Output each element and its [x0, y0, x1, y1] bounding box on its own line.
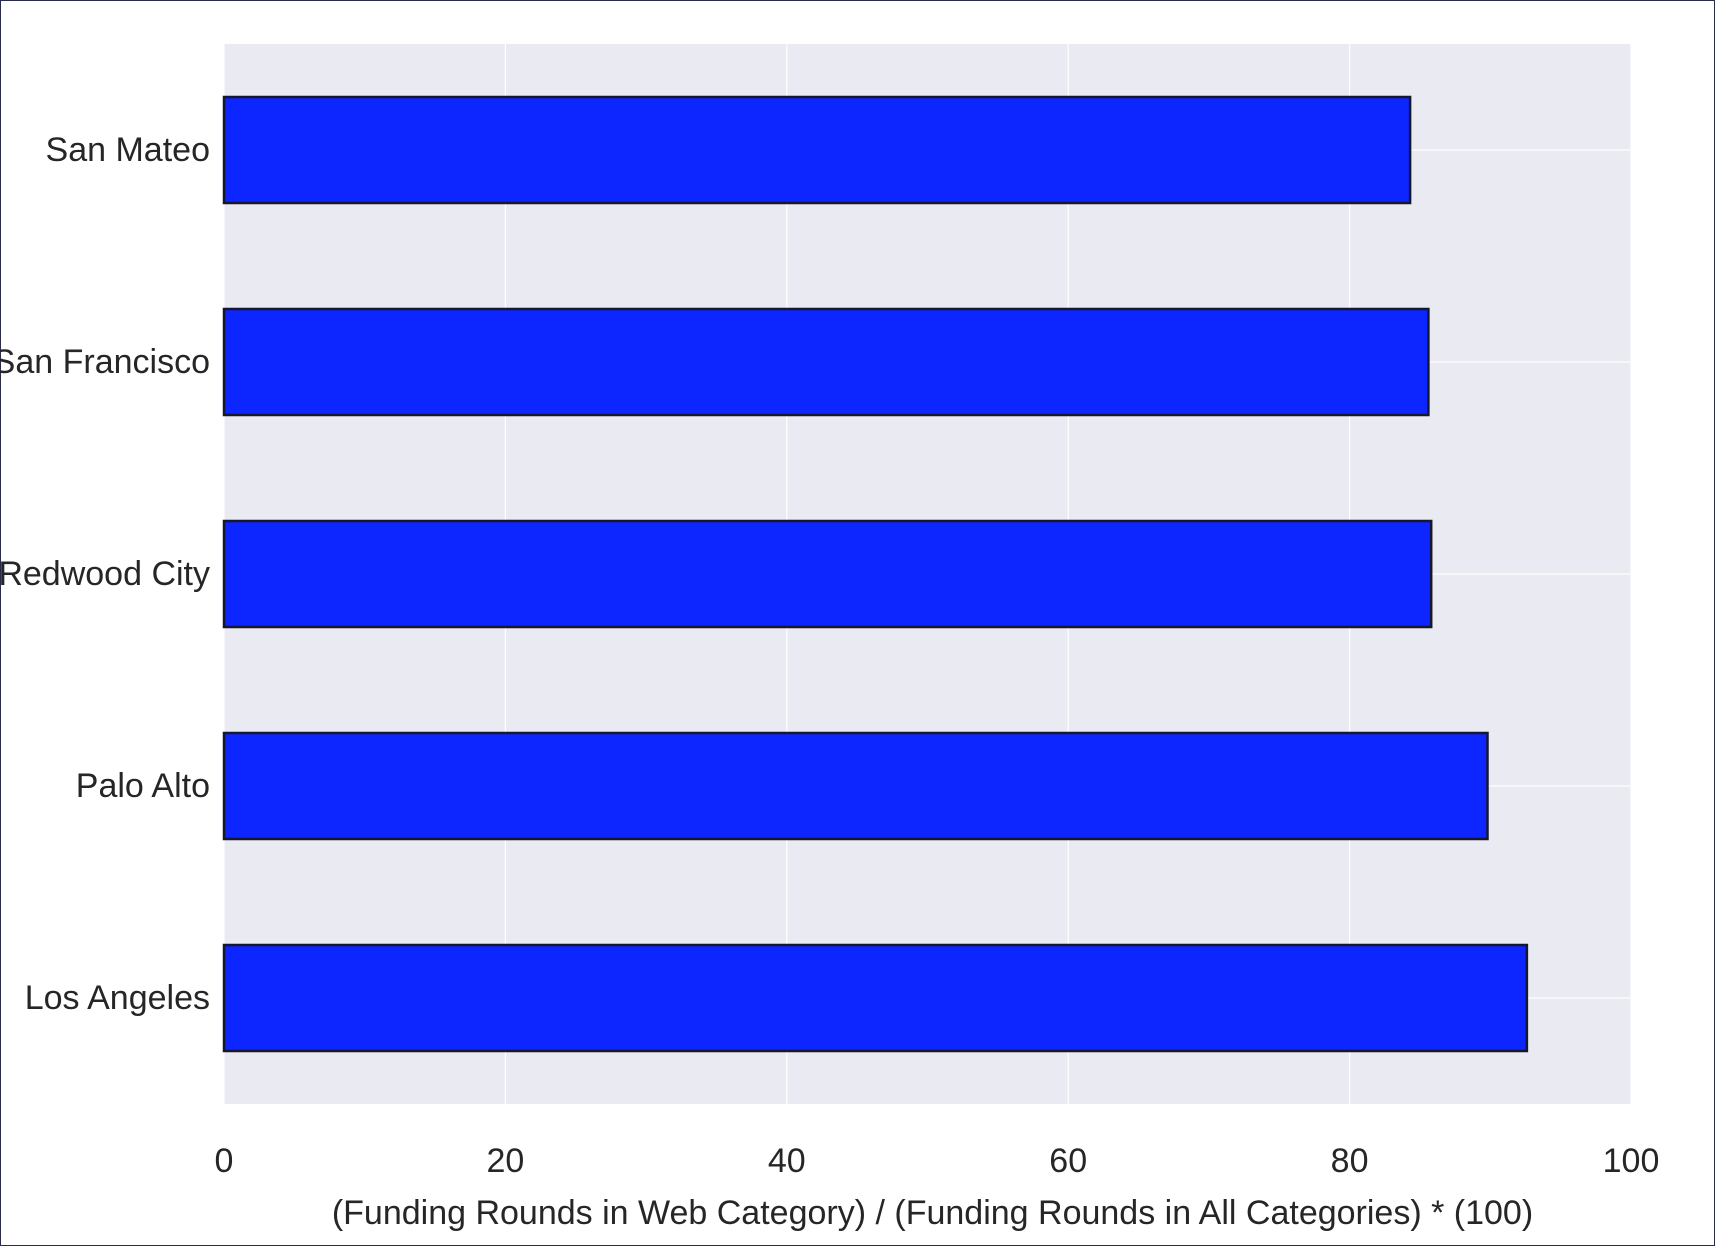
bars: [222, 95, 1529, 1053]
bar-san-mateo: [222, 95, 1412, 205]
bar-redwood-city: [222, 519, 1433, 629]
x-tick-label: 100: [1603, 1142, 1660, 1180]
bar-palo-alto: [222, 731, 1489, 841]
x-tick-label: 40: [768, 1142, 806, 1180]
y-tick-label: San Mateo: [46, 131, 210, 169]
y-tick-label: Redwood City: [0, 555, 210, 593]
x-tick-labels: 0 20 40 60 80 100: [215, 1142, 1660, 1180]
y-tick-label: Palo Alto: [76, 767, 210, 805]
y-tick-label: San Francisco: [0, 343, 210, 381]
x-tick-label: 20: [486, 1142, 524, 1180]
x-axis-label: (Funding Rounds in Web Category) / (Fund…: [332, 1194, 1533, 1232]
x-tick-label: 0: [215, 1142, 234, 1180]
x-tick-label: 60: [1049, 1142, 1087, 1180]
y-tick-labels: Los Angeles Palo Alto Redwood City San Fran…: [0, 131, 210, 1017]
bar-los-angeles: [222, 943, 1529, 1053]
bar-san-francisco: [222, 307, 1430, 417]
x-tick-label: 80: [1331, 1142, 1369, 1180]
y-tick-label: Los Angeles: [25, 979, 210, 1017]
